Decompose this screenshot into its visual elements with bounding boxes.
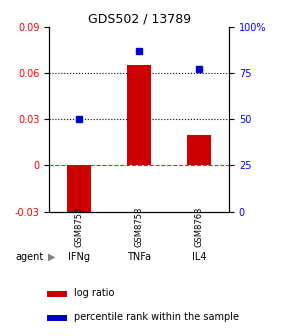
Text: agent: agent xyxy=(15,252,44,262)
Text: GSM8753: GSM8753 xyxy=(75,207,84,247)
Text: log ratio: log ratio xyxy=(74,288,115,298)
Text: percentile rank within the sample: percentile rank within the sample xyxy=(74,312,239,322)
Text: ▶: ▶ xyxy=(48,252,55,262)
Text: TNFa: TNFa xyxy=(127,252,151,262)
Bar xyxy=(47,291,67,297)
Text: GSM8758: GSM8758 xyxy=(135,207,144,247)
Bar xyxy=(47,315,67,321)
Bar xyxy=(127,66,151,166)
Title: GDS502 / 13789: GDS502 / 13789 xyxy=(88,13,191,26)
Bar xyxy=(187,135,211,166)
Text: GSM8763: GSM8763 xyxy=(195,207,204,247)
Bar xyxy=(67,166,91,219)
Text: IFNg: IFNg xyxy=(68,252,90,262)
Text: IL4: IL4 xyxy=(192,252,206,262)
